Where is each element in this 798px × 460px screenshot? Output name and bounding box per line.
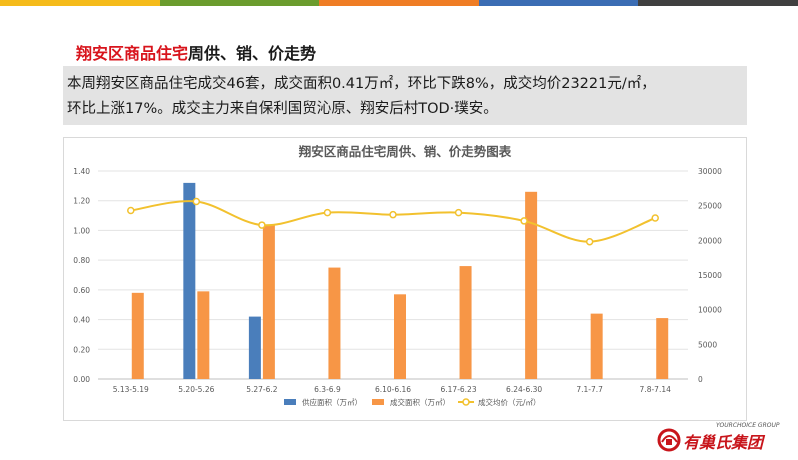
page-title: 翔安区商品住宅周供、销、价走势 [76, 40, 316, 64]
price-point [127, 206, 135, 215]
price-point [192, 197, 201, 206]
page-title-highlight: 翔安区商品住宅 [76, 44, 189, 63]
x-tick-label: 6.3-6.9 [314, 385, 341, 394]
y-right-tick-label: 30000 [698, 167, 722, 176]
legend-label: 成交面积（万㎡） [390, 397, 450, 407]
y-left-tick-label: 0.00 [73, 375, 90, 384]
y-right-tick-label: 10000 [698, 306, 722, 315]
legend-label: 成交均价（元/㎡） [478, 397, 541, 407]
y-right-tick-label: 25000 [698, 202, 722, 211]
supply-sales-price-chart: 翔安区商品住宅周供、销、价走势图表 0.00 0.20 0.40 0.60 0.80 1.0… [73, 144, 722, 407]
bar-sales [590, 313, 603, 379]
y-right-tick-label: 20000 [698, 236, 722, 245]
y-left-tick-label: 0.60 [73, 286, 90, 295]
x-tick-label: 5.27-6.2 [246, 385, 278, 394]
y-left-tick-label: 0.40 [73, 316, 90, 325]
top-color-bar [0, 0, 798, 6]
price-point [454, 208, 463, 217]
x-tick-label: 7.8-7.14 [640, 385, 672, 394]
y-right-tick-label: 0 [698, 375, 703, 384]
bar-supply [183, 182, 196, 379]
bar-sales [459, 266, 472, 379]
logo-mark-icon: YOURCHOICE GROUP 有巢氏集团 [657, 422, 780, 452]
price-line [130, 200, 656, 243]
summary-line-1: 本周翔安区商品住宅成交46套，成交面积0.41万㎡，环比下跌8%，成交均价232… [67, 76, 656, 92]
logo-tagline: YOURCHOICE GROUP [716, 422, 780, 429]
y-left-tick-label: 1.40 [73, 167, 90, 176]
x-tick-label: 5.20-5.26 [178, 385, 214, 394]
x-tick-label: 6.17-6.23 [441, 385, 477, 394]
legend-label: 供应面积（万㎡） [302, 397, 362, 407]
y-right-tick-label: 5000 [698, 340, 717, 349]
bar-sales [328, 267, 341, 379]
price-point [323, 208, 332, 217]
bar-sales [394, 294, 406, 379]
top-bar-segment [638, 0, 798, 6]
y-left-tick-label: 1.20 [73, 197, 90, 206]
top-bar-segment [0, 0, 160, 6]
bar-sales [262, 224, 275, 379]
company-logo: YOURCHOICE GROUP 有巢氏集团 [656, 420, 794, 456]
legend-swatch [284, 399, 296, 405]
legend-swatch [462, 398, 470, 406]
bar-supply [248, 316, 261, 379]
bar-sales [525, 191, 538, 379]
x-tick-label: 7.1-7.7 [576, 385, 603, 394]
x-tick-label: 6.10-6.16 [375, 385, 411, 394]
bar-sales [656, 318, 669, 379]
legend-swatch [372, 399, 384, 405]
summary-line-2: 环比上涨17%。成交主力来自保利国贸沁原、翔安后村TOD·璞安。 [67, 101, 498, 117]
summary-box: 本周翔安区商品住宅成交46套，成交面积0.41万㎡，环比下跌8%，成交均价232… [63, 66, 747, 125]
price-point [389, 210, 397, 219]
top-bar-segment [159, 0, 320, 6]
y-right-tick-label: 15000 [698, 271, 722, 280]
price-point [651, 214, 659, 222]
y-left-tick-label: 0.80 [73, 256, 90, 265]
page-title-rest: 周供、销、价走势 [188, 44, 317, 63]
x-tick-label: 6.24-6.30 [506, 385, 542, 394]
chart-container: 翔安区商品住宅周供、销、价走势图表 0.00 0.20 0.40 0.60 0.80 1.0… [63, 137, 747, 421]
logo-name: 有巢氏集团 [683, 433, 766, 452]
y-left-tick-label: 1.00 [73, 226, 90, 235]
x-tick-label: 5.13-5.19 [113, 385, 149, 394]
bar-sales [197, 291, 210, 379]
price-point [520, 217, 528, 225]
y-left-tick-label: 0.20 [73, 345, 90, 354]
top-bar-segment [478, 0, 639, 6]
bar-sales [131, 292, 144, 379]
price-point [258, 221, 266, 229]
chart-title: 翔安区商品住宅周供、销、价走势图表 [298, 144, 512, 159]
top-bar-segment [319, 0, 479, 6]
price-point [585, 237, 594, 246]
